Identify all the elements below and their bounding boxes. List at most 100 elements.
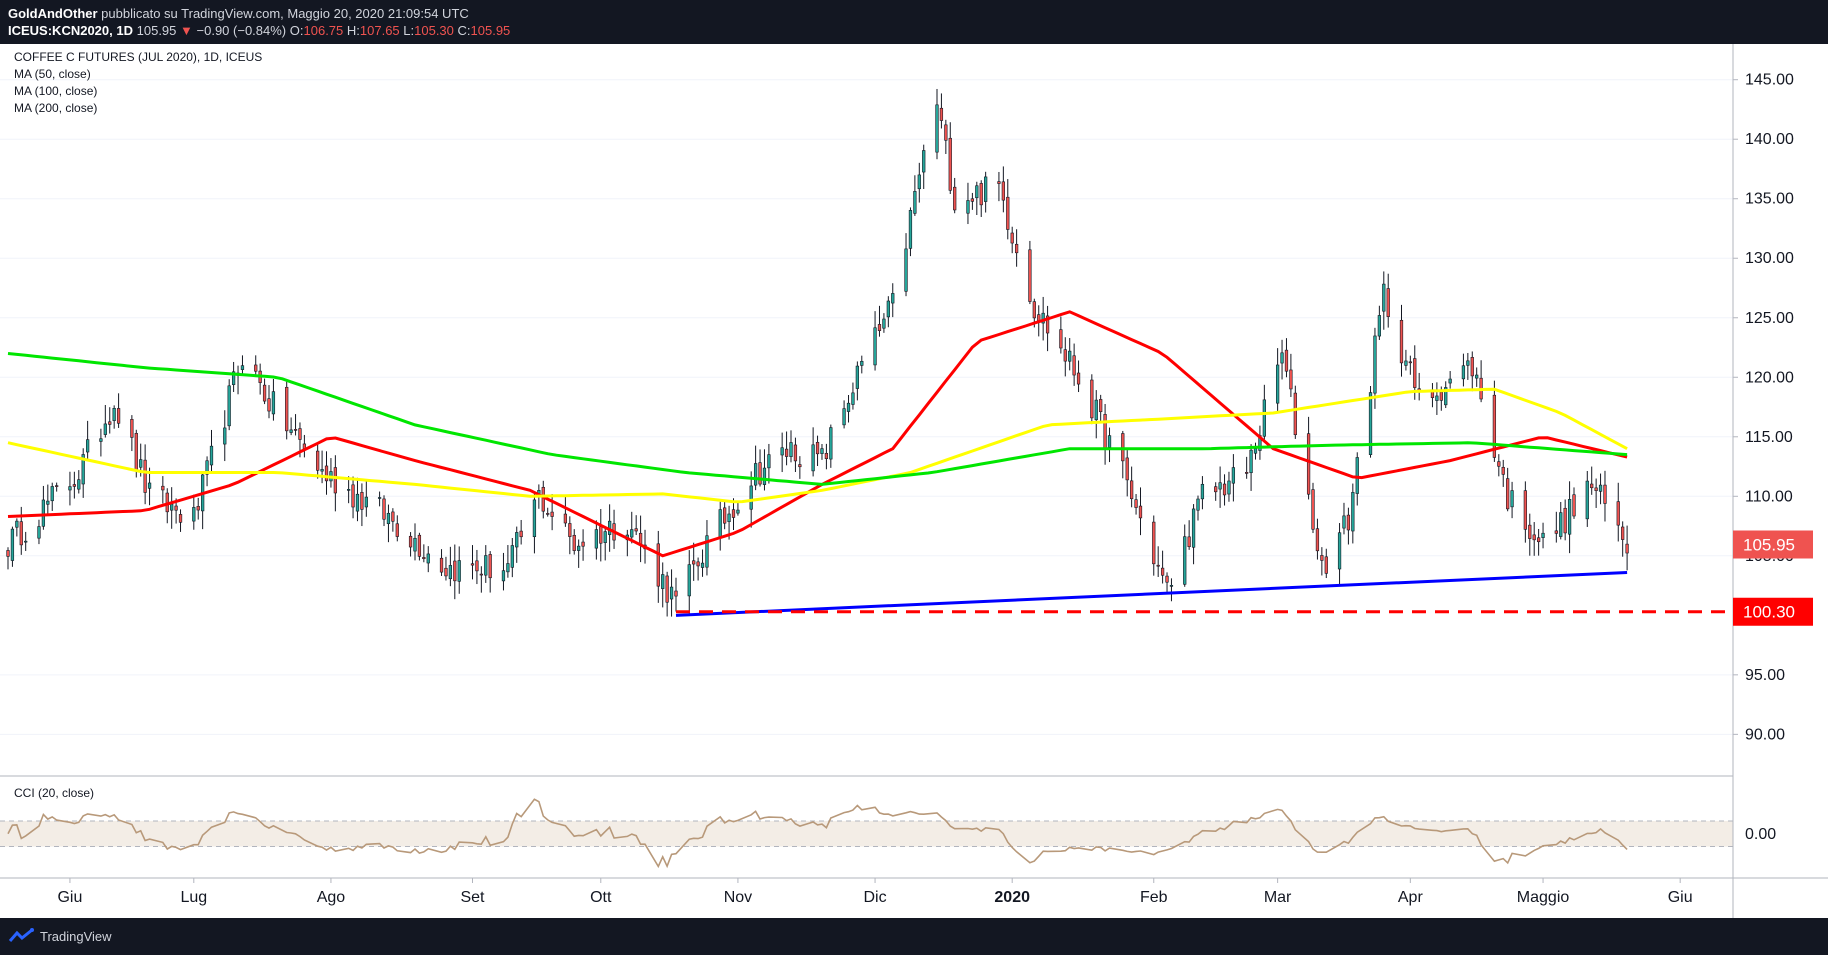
candle: [1563, 507, 1567, 534]
cci-tick-label: 0.00: [1745, 826, 1776, 843]
candle: [1320, 555, 1324, 561]
candle: [541, 486, 545, 512]
candle: [581, 541, 585, 547]
candle: [293, 429, 298, 431]
candle: [798, 464, 802, 468]
time-tick-label: Maggio: [1517, 889, 1570, 906]
candle: [638, 532, 643, 545]
candle: [908, 210, 913, 249]
candle: [147, 482, 152, 489]
candle: [944, 124, 948, 141]
symbol-label[interactable]: ICEUS:KCN2020, 1D: [8, 23, 133, 38]
price-tick-label: 135.00: [1745, 191, 1794, 208]
candle: [488, 554, 492, 579]
candle: [112, 408, 116, 421]
tradingview-logo[interactable]: TradingView: [8, 928, 112, 944]
candle: [46, 500, 50, 505]
candle: [50, 486, 54, 502]
candle: [532, 499, 537, 538]
candle: [970, 198, 975, 202]
legend-cci[interactable]: CCI (20, close): [14, 786, 94, 800]
candle: [470, 563, 475, 566]
candle: [1541, 532, 1545, 538]
candle: [1355, 457, 1359, 494]
legend-ma200[interactable]: MA (200, close): [14, 101, 97, 115]
candle: [1037, 314, 1041, 322]
candle: [1598, 484, 1603, 492]
candle: [355, 493, 360, 512]
low-label: L:: [403, 23, 415, 38]
candle: [227, 385, 231, 427]
candle: [439, 557, 444, 573]
candle: [913, 191, 917, 214]
legend-ma100[interactable]: MA (100, close): [14, 84, 97, 98]
candle: [1497, 461, 1501, 467]
candle: [1289, 369, 1293, 390]
candle: [1399, 319, 1404, 364]
candle: [254, 364, 258, 372]
candle: [793, 444, 798, 462]
candle: [1585, 480, 1589, 520]
candle: [784, 448, 789, 457]
candle: [395, 523, 399, 537]
legend-ma50[interactable]: MA (50, close): [14, 67, 91, 81]
candle: [1001, 181, 1005, 201]
candle: [546, 513, 550, 515]
author-name[interactable]: GoldAndOther: [8, 6, 98, 21]
candle: [515, 532, 519, 548]
price-axis[interactable]: 145.00 140.00 135.00 130.00 125.00 120.00 115.…: [1733, 72, 1794, 744]
candle: [984, 176, 988, 202]
candle: [563, 513, 568, 524]
high-value: 107.65: [359, 23, 400, 38]
cci-line: [7, 798, 1628, 869]
candle: [426, 553, 430, 564]
candle: [1594, 487, 1598, 491]
candle: [1227, 480, 1231, 495]
candle: [1068, 350, 1072, 362]
candle: [6, 550, 10, 557]
cci-band: [0, 820, 1733, 847]
candle: [705, 535, 709, 568]
candle: [41, 499, 46, 527]
candle: [422, 557, 426, 560]
candle: [979, 183, 983, 206]
open-value: 106.75: [303, 23, 344, 38]
candle: [1245, 472, 1249, 474]
candle: [634, 528, 638, 532]
candle: [1187, 536, 1191, 547]
candle: [1231, 467, 1236, 484]
candle: [139, 459, 143, 468]
candle: [882, 318, 886, 329]
candle: [333, 467, 337, 494]
candle: [479, 573, 483, 576]
brand-label: TradingView: [40, 928, 112, 944]
candle: [1156, 564, 1160, 567]
candle: [1218, 482, 1222, 490]
time-tick-label: Ago: [317, 889, 346, 906]
candle: [1152, 521, 1156, 565]
candle: [453, 560, 457, 582]
cci-pane[interactable]: 0.00: [0, 798, 1776, 869]
candle: [72, 484, 76, 487]
candle: [935, 104, 939, 153]
down-arrow-icon: ▼: [180, 23, 193, 38]
price-chart[interactable]: 0.00 145.00 140.00 135.00 130.00 125.00 120.0…: [0, 44, 1828, 918]
candle: [1169, 585, 1174, 587]
candle: [81, 454, 85, 485]
time-axis[interactable]: Giu Lug Ago Set Ott Nov Dic 2020 Feb Mar Apr Maggio…: [57, 878, 1693, 906]
candle: [1094, 399, 1098, 421]
candle: [413, 537, 417, 552]
candle: [143, 459, 147, 493]
candle: [603, 531, 607, 543]
candle: [271, 391, 276, 415]
candle: [948, 137, 952, 191]
candle: [700, 562, 705, 568]
candle: [1448, 378, 1452, 384]
main-pane[interactable]: [0, 79, 1733, 735]
candle: [656, 543, 660, 587]
price-change: −0.90 (−0.84%): [196, 23, 287, 38]
candle: [320, 469, 324, 472]
candle: [196, 506, 200, 511]
candle: [1377, 315, 1381, 337]
candle: [24, 540, 28, 543]
